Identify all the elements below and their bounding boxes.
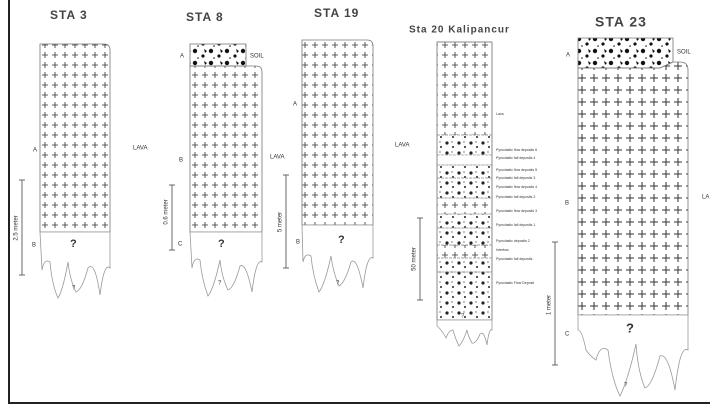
label: SOIL: [677, 50, 691, 56]
title: STA 19: [314, 6, 359, 20]
layer-label: Pyroclastic flow deposits 3: [496, 209, 537, 213]
stratum: [437, 155, 492, 165]
lava-layer: [302, 40, 373, 225]
layer-label: Lava: [496, 112, 504, 116]
label: B: [179, 158, 183, 164]
scale-label: 5 meter: [278, 212, 284, 232]
label: LAVA: [133, 146, 147, 152]
stratum: [437, 178, 492, 198]
soil-layer: [578, 38, 673, 68]
title: Sta 20 Kalipancur: [409, 25, 510, 36]
stratum: [437, 245, 492, 258]
layer-label: Pyroclastic fall deposits 4: [496, 156, 535, 160]
lava-layer: [190, 66, 262, 232]
layer-label: Pyroclastic flow deposits 4: [496, 185, 537, 189]
soil-layer: [190, 44, 246, 66]
lava-layer: [578, 62, 688, 315]
label: SOIL: [250, 54, 264, 60]
label: A: [293, 102, 297, 108]
label: C: [178, 242, 183, 248]
stratum: [437, 198, 492, 214]
label: LAVA: [395, 143, 409, 149]
layer-label: Pyroclastic fall deposits 1: [496, 223, 535, 227]
stratum: [437, 214, 492, 228]
label: ?: [218, 238, 225, 250]
label: C: [565, 332, 570, 338]
layer-label: Pyroclastic fall deposits: [496, 257, 533, 261]
label: LAVA: [270, 155, 284, 161]
layer-label: Pyroclastic fall deposits 2: [496, 195, 535, 199]
stratum: [437, 228, 492, 245]
title: STA 3: [50, 8, 88, 22]
diagram: STA 3 A LAVA B 2.5 meter ? ? STA 8 SOIL …: [0, 0, 710, 404]
scale-label: 2.5 meter: [14, 215, 20, 240]
layer-label: Pyroclastic flow deposits 6: [496, 148, 537, 152]
label: B: [32, 243, 36, 249]
scale-label: 0.6 meter: [164, 199, 170, 224]
title: STA 23: [595, 14, 647, 30]
layer-label: Pyroclastic fall deposits 3: [496, 176, 535, 180]
label: B: [565, 201, 569, 207]
stratum: [437, 135, 492, 155]
stratum: [437, 165, 492, 178]
label: A: [180, 54, 184, 60]
label: ?: [70, 238, 77, 250]
layer-label: Pyroclastic Flow Deposit: [496, 281, 534, 285]
title: STA 8: [186, 10, 224, 24]
label: ?: [626, 320, 634, 335]
stratum: [437, 42, 492, 135]
label: LA: [702, 195, 709, 201]
label: ?: [338, 234, 345, 246]
stratum: [437, 258, 492, 272]
label: A: [566, 53, 570, 59]
stratum: [437, 272, 492, 320]
layer-label: Pyroclastic deposits 2: [496, 239, 530, 243]
lava-layer: [40, 44, 110, 232]
layer-label: Interbus: [496, 248, 509, 252]
layer-label: Pyroclastic flow deposits 5: [496, 168, 537, 172]
scale-label: 50 meter: [412, 247, 418, 271]
label: A: [33, 148, 37, 154]
label: B: [296, 240, 300, 246]
scale-label: 1 meter: [547, 295, 553, 315]
